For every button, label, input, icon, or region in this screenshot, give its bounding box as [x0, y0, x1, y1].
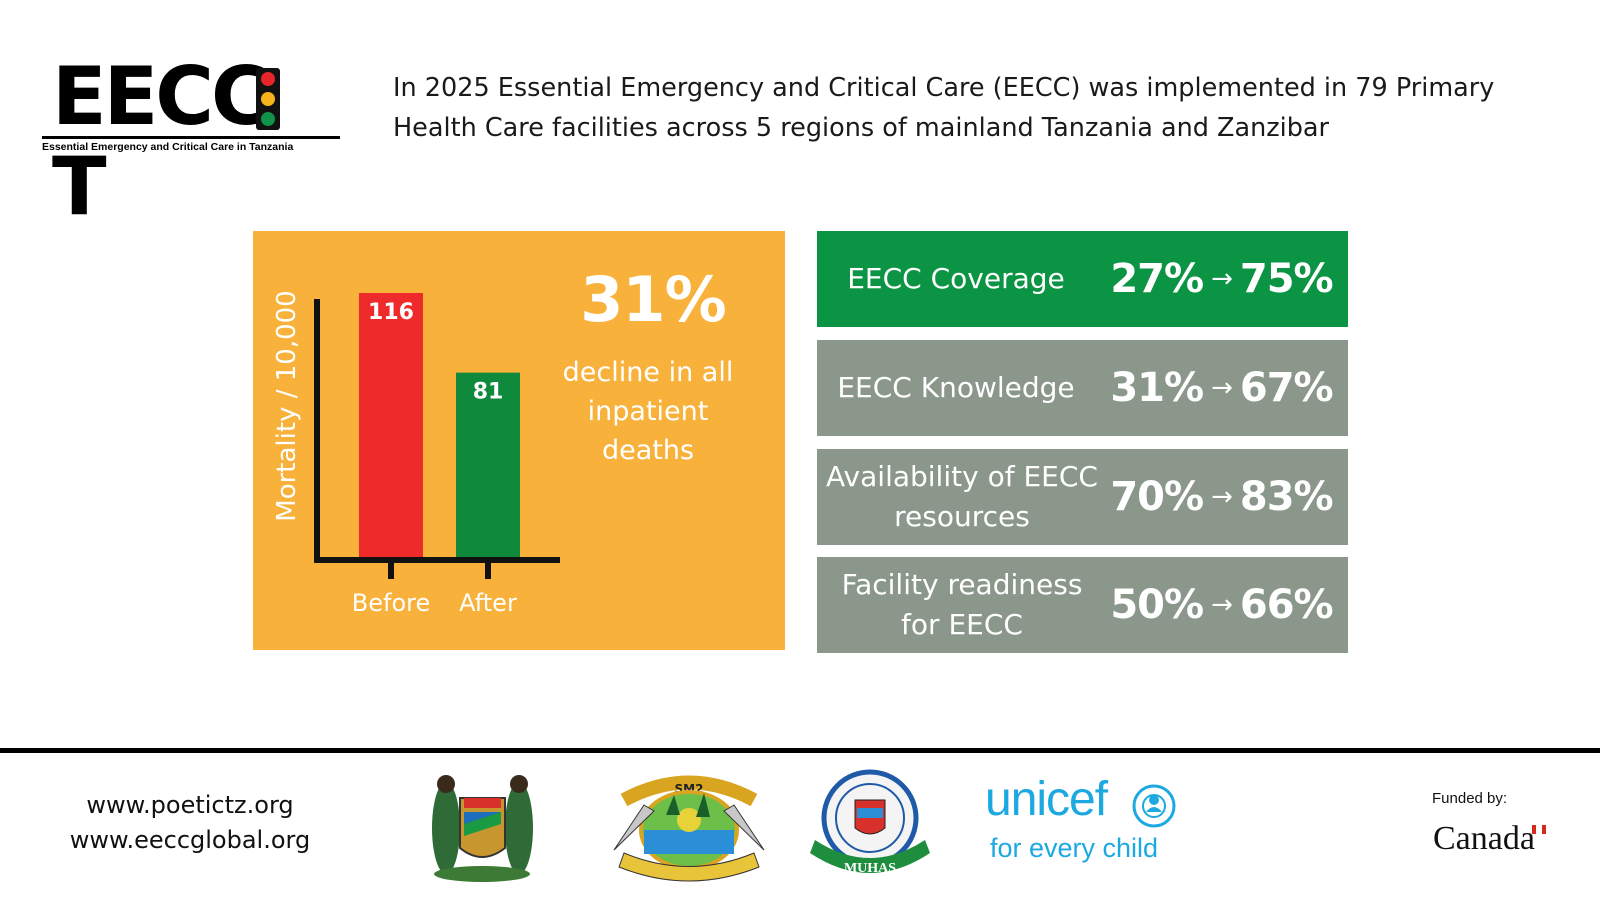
- stat-label: EECC Knowledge: [837, 371, 1075, 404]
- unicef-tagline: for every child: [990, 833, 1159, 863]
- footer-divider: [0, 748, 1600, 753]
- traffic-light-icon: [256, 68, 280, 130]
- stat-before-value: 70%: [1110, 474, 1204, 520]
- stat-value: 27% → 75%: [1095, 231, 1348, 327]
- logo-title-suffix: T: [52, 140, 107, 233]
- unicef-wordmark: unicef: [985, 773, 1108, 826]
- stat-value: 70% → 83%: [1095, 449, 1348, 545]
- stat-before-value: 27%: [1110, 256, 1204, 302]
- muhas-emblem-text: MUHAS: [844, 861, 896, 876]
- stat-box: EECC Knowledge 31% → 67%: [817, 340, 1348, 436]
- muhas-emblem-icon: MUHAS: [810, 769, 930, 876]
- stat-box: Facility readiness for EECC 50% → 66%: [817, 557, 1348, 653]
- website-link[interactable]: www.poetictz.org: [86, 791, 294, 819]
- arrow-right-icon: →: [1211, 590, 1233, 620]
- logo-title: EECCT: [52, 52, 345, 232]
- logo-divider: [42, 136, 340, 139]
- stat-box: Availability of EECC resources 70% → 83%: [817, 449, 1348, 545]
- x-axis-tick: [388, 561, 394, 579]
- stat-after-value: 67%: [1239, 365, 1334, 411]
- bar-before: [359, 293, 423, 557]
- funded-by-label: Funded by:: [1432, 790, 1508, 807]
- stat-after-value: 83%: [1239, 474, 1334, 520]
- mortality-chart: Mortality / 10,000 116 81 Before After: [272, 290, 560, 617]
- intro-text: In 2025 Essential Emergency and Critical…: [393, 73, 1495, 143]
- stat-after-value: 75%: [1239, 256, 1334, 302]
- bar-after: [456, 372, 520, 557]
- stat-before-value: 31%: [1110, 365, 1204, 411]
- websites: www.poetictz.org www.eeccglobal.org: [40, 788, 340, 858]
- arrow-right-icon: →: [1211, 264, 1233, 294]
- stat-value: 50% → 66%: [1095, 557, 1348, 653]
- eeccit-logo: EECCT Essential Emergency and Critical C…: [40, 52, 345, 232]
- decline-percentage: 31%: [580, 263, 726, 336]
- x-tick-label: Before: [352, 589, 430, 617]
- stat-box: EECC Coverage 27% → 75%: [817, 231, 1348, 327]
- logo-subtitle: Essential Emergency and Critical Care in…: [42, 141, 294, 153]
- stat-label: Availability of EECC resources: [826, 460, 1098, 533]
- y-axis-line: [314, 299, 320, 559]
- tanzania-coat-of-arms-icon: [432, 775, 533, 882]
- x-axis-line: [314, 557, 560, 563]
- bar-value-label: 81: [473, 380, 504, 405]
- x-axis-tick: [485, 561, 491, 579]
- y-axis-label: Mortality / 10,000: [272, 290, 302, 521]
- logo-title-prefix: EECC: [52, 50, 270, 143]
- arrow-right-icon: →: [1211, 373, 1233, 403]
- zanzibar-emblem-icon: SM2: [613, 775, 765, 882]
- unicef-globe-icon: [1132, 784, 1176, 828]
- decline-description: decline in all inpatient deaths: [562, 357, 734, 466]
- stat-value: 31% → 67%: [1095, 340, 1348, 436]
- stat-label: Facility readiness for EECC: [841, 568, 1083, 641]
- canada-flag-icon: [1532, 825, 1546, 834]
- mortality-chart-panel: Mortality / 10,000 116 81 Before After 31%…: [253, 231, 785, 650]
- website-link[interactable]: www.eeccglobal.org: [69, 826, 311, 854]
- x-tick-label: After: [459, 589, 517, 617]
- stat-label: EECC Coverage: [847, 262, 1065, 295]
- bar-value-label: 116: [368, 300, 414, 325]
- canada-wordmark: Canada: [1433, 820, 1535, 857]
- stat-after-value: 66%: [1239, 582, 1334, 628]
- stat-before-value: 50%: [1110, 582, 1204, 628]
- arrow-right-icon: →: [1211, 482, 1233, 512]
